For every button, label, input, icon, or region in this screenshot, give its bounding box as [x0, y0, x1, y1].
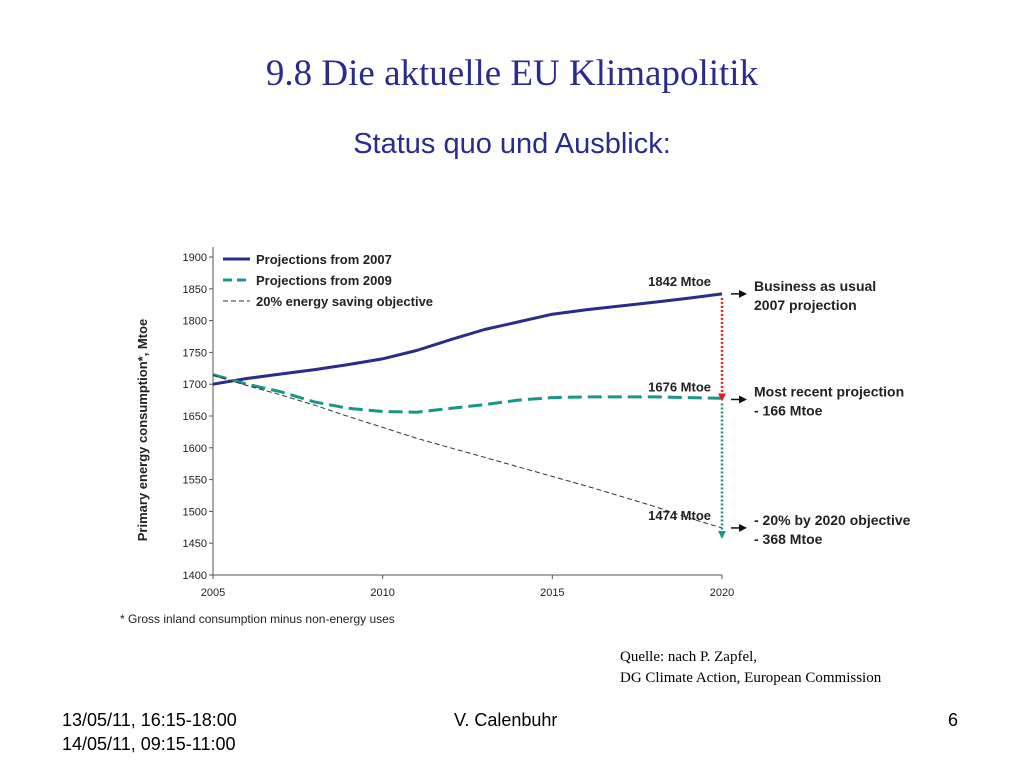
series-line-3	[212, 374, 723, 529]
footer-author: V. Calenbuhr	[454, 710, 558, 730]
y-tick-label: 1400	[183, 570, 207, 582]
side-note-3-line-1: - 20% by 2020 objective	[754, 512, 911, 528]
y-tick-label: 1600	[183, 443, 207, 455]
side-note-1-line-2: 2007 projection	[754, 297, 857, 313]
side-note-2-line-2: - 166 Mtoe	[754, 402, 823, 418]
y-axis-label: Primary energy consumption*, Mtoe	[135, 319, 150, 542]
value-annotation-1: 1842 Mtoe	[648, 274, 711, 289]
source-line-1: Quelle: nach P. Zapfel,	[620, 649, 758, 665]
series-line-2	[212, 373, 723, 414]
y-tick-label: 1500	[183, 506, 207, 518]
series-line-1	[212, 292, 723, 386]
y-tick-label: 1700	[183, 379, 207, 391]
y-tick-label: 1650	[183, 411, 207, 423]
slide-subtitle: Status quo und Ausblick:	[353, 128, 671, 160]
y-tick-label: 1900	[183, 252, 207, 264]
side-note-3-line-2: - 368 Mtoe	[754, 531, 823, 547]
value-annotation-3: 1474 Mtoe	[648, 508, 711, 523]
y-tick-label: 1550	[183, 475, 207, 487]
slide-title: 9.8 Die aktuelle EU Klimapolitik	[265, 53, 759, 94]
x-tick-label: 2005	[201, 587, 225, 599]
x-tick-label: 2010	[370, 587, 394, 599]
page-number: 6	[948, 710, 959, 730]
x-tick-label: 2015	[540, 587, 564, 599]
footer-date-1: 13/05/11, 16:15-18:00	[62, 710, 237, 730]
y-tick-label: 1800	[183, 316, 207, 328]
y-tick-label: 1750	[183, 347, 207, 359]
legend-label-2: Projections from 2009	[256, 273, 392, 288]
side-note-2-line-1: Most recent projection	[754, 383, 904, 399]
footer-dates: 13/05/11, 16:15-18:00 14/05/11, 09:15-11…	[62, 708, 237, 756]
y-tick-label: 1450	[183, 538, 207, 550]
side-note-1-line-1: Business as usual	[754, 278, 876, 294]
source-line-2: DG Climate Action, European Commission	[620, 670, 882, 686]
y-tick-label: 1850	[183, 284, 207, 296]
legend-label-3: 20% energy saving objective	[256, 294, 433, 309]
x-tick-label: 2020	[710, 587, 734, 599]
footer-date-2: 14/05/11, 09:15-11:00	[62, 734, 236, 754]
chart-footnote: * Gross inland consumption minus non-ene…	[120, 612, 395, 626]
source-note: Quelle: nach P. Zapfel, DG Climate Actio…	[620, 647, 881, 689]
value-annotation-2: 1676 Mtoe	[648, 379, 711, 394]
legend-label-1: Projections from 2007	[256, 252, 392, 267]
